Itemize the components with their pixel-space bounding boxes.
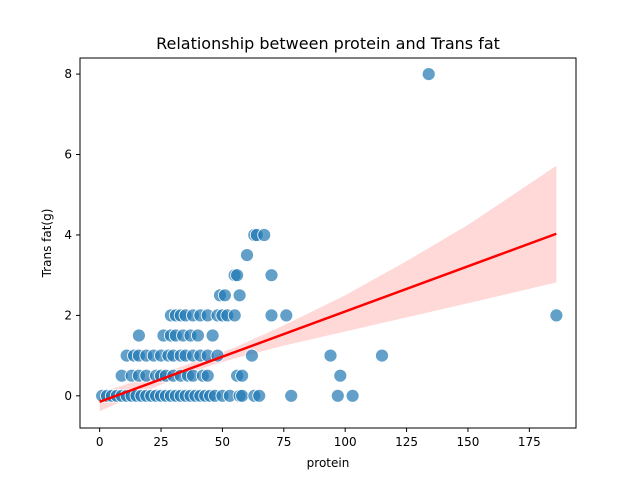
x-tick-label: 0 xyxy=(96,435,104,449)
regression-line xyxy=(99,232,557,404)
scatter-point xyxy=(345,388,360,403)
scatter-point xyxy=(323,348,338,363)
scatter-point xyxy=(217,288,232,303)
y-axis-label: Trans fat(g) xyxy=(40,209,54,279)
x-tick-label: 100 xyxy=(334,435,357,449)
scatter-point xyxy=(330,388,345,403)
y-tick-label: 8 xyxy=(64,67,72,81)
scatter-point xyxy=(205,328,220,343)
x-tick-label: 25 xyxy=(153,435,168,449)
scatter-point xyxy=(200,368,215,383)
scatter-point xyxy=(279,308,294,323)
scatter-point xyxy=(190,328,205,343)
regression-line-layer xyxy=(99,232,557,404)
scatter-points-layer xyxy=(95,67,564,403)
y-tick-label: 4 xyxy=(64,228,72,242)
y-tick-label: 6 xyxy=(64,148,72,162)
x-tick-label: 75 xyxy=(276,435,291,449)
scatter-point xyxy=(264,268,279,283)
y-tick-label: 0 xyxy=(64,389,72,403)
scatter-point xyxy=(375,348,389,363)
scatter-point xyxy=(131,328,146,343)
x-tick-label: 50 xyxy=(215,435,230,449)
confidence-band-layer xyxy=(99,165,557,412)
scatter-point xyxy=(264,308,279,323)
y-tick-label: 2 xyxy=(64,308,72,322)
y-axis-ticks: 0 2 4 6 8 xyxy=(64,67,80,403)
scatter-point xyxy=(235,388,250,403)
scatter-point xyxy=(232,288,247,303)
scatter-point xyxy=(240,248,254,263)
confidence-band xyxy=(99,165,557,412)
scatter-point xyxy=(235,368,250,383)
x-tick-label: 175 xyxy=(518,435,541,449)
scatter-point xyxy=(333,368,348,383)
x-axis-ticks: 0 25 50 75 100 125 150 175 xyxy=(96,428,541,449)
x-axis-label: protein xyxy=(307,456,350,470)
scatter-point xyxy=(257,228,272,242)
plot-frame xyxy=(79,57,577,429)
scatter-point xyxy=(284,388,299,403)
scatter-point xyxy=(227,308,242,323)
x-tick-label: 150 xyxy=(457,435,480,449)
x-tick-label: 125 xyxy=(395,435,418,449)
scatter-point xyxy=(549,308,564,323)
chart-title: Relationship between protein and Trans f… xyxy=(156,34,500,53)
scatter-point xyxy=(252,388,267,403)
scatter-point xyxy=(421,67,436,81)
scatter-point xyxy=(244,348,259,363)
scatter-point xyxy=(230,268,245,283)
